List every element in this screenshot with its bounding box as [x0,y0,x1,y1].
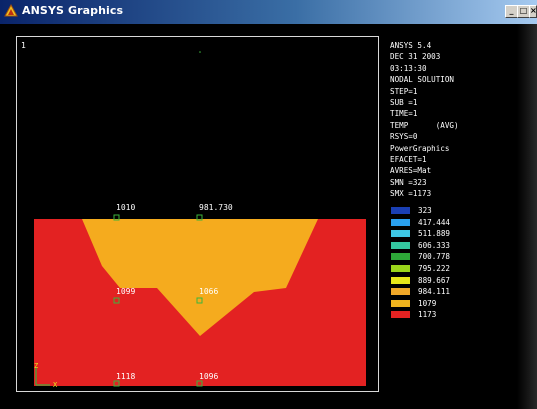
node-label: 981.730 [199,203,233,212]
legend-label: 606.333 [418,240,451,250]
node-marker [113,297,120,304]
triad-x-label: X [53,381,58,389]
legend-label: 795.222 [418,263,451,273]
legend-label: 889.667 [418,275,451,285]
graphics-viewport[interactable]: 1 1010 981.730 1099 1066 1118 1096 Z X [16,36,379,392]
info-line: TIME=1 [390,109,418,119]
info-line: SMX =1173 [390,189,432,199]
legend-swatch [391,264,410,272]
viewport-frame [16,36,379,392]
legend-label: 1079 [418,298,437,308]
info-line: NODAL SOLUTION [390,75,455,85]
info-line: EFACET=1 [390,155,427,165]
node-marker [196,297,203,304]
close-button[interactable]: × [529,5,537,18]
legend-label: 323 [418,206,432,215]
node-label: 1099 [116,287,135,296]
info-line: RSYS=0 [390,132,418,142]
ansys-logo-icon [4,4,18,17]
node-marker [196,214,203,221]
title-bar[interactable]: ANSYS Graphics _ □ × [0,0,537,24]
legend-label: 984.111 [418,287,451,297]
node-labels: 1010 981.730 1099 1066 1118 1096 [116,203,233,381]
info-line: SMN =323 [390,177,427,187]
triad-z-label: Z [34,362,38,370]
legend-swatch [391,299,410,307]
legend-swatch [391,288,410,296]
legend-swatch [391,241,410,249]
node-marker [113,380,120,387]
info-line: SUB =1 [390,98,418,108]
node-label: 1096 [199,372,218,381]
node-marker [196,380,203,387]
info-line: AVRES=Mat [390,166,432,176]
legend-label: 511.889 [418,229,451,239]
legend-swatch [391,311,410,319]
legend-swatch [391,218,410,226]
window-title: ANSYS Graphics [22,4,124,17]
axis-triad: Z X [34,362,58,389]
info-line: TEMP (AVG) [390,120,459,130]
info-line: DEC 31 2003 [390,52,441,62]
origin-dot [199,51,201,53]
solution-info-panel: ANSYS 5.4 DEC 31 2003 03:13:30 NODAL SOLUTI… [390,40,459,200]
node-markers [113,214,203,387]
legend-swatch [391,230,410,238]
info-line: PowerGraphics [390,143,450,153]
legend-swatch [391,253,410,261]
node-label: 1118 [116,372,135,381]
legend-swatch [391,207,410,214]
legend-label: 1173 [418,310,437,320]
window-edge-shading [517,24,537,409]
legend-label: 417.444 [418,217,451,227]
window-number-label: 1 [21,41,26,50]
info-line: ANSYS 5.4 [390,41,432,50]
node-label: 1010 [116,203,135,212]
info-line: STEP=1 [390,86,418,96]
contour-region-1079 [82,219,318,336]
node-label: 1066 [199,287,218,296]
info-line: 03:13:30 [390,63,427,73]
legend-label: 700.778 [418,252,451,262]
legend-swatch [391,276,410,284]
node-marker [113,214,120,221]
